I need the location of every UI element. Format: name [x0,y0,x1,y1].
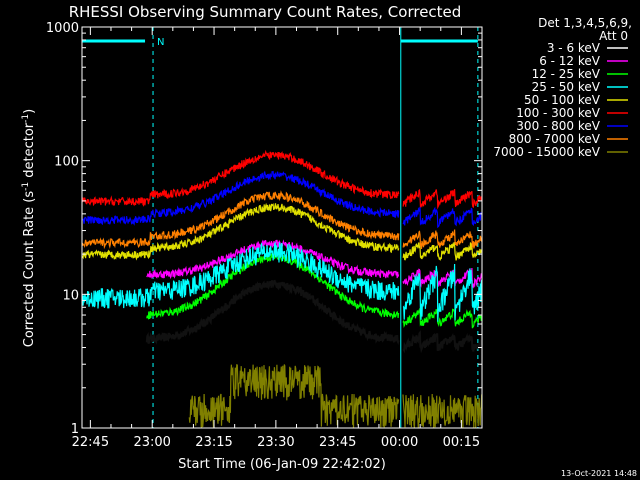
series-line-3 [81,241,483,322]
legend-label-3: 25 - 50 keV [532,80,601,94]
y-tick-label-3: 1000 [46,21,79,36]
axes: 1 10 100 1000 22:45 23:00 23:15 23:30 23:45 00:00… [46,21,483,450]
y-axis-label-end: ) [22,109,37,114]
y-tick-label-1: 10 [62,288,79,303]
y-tick-label-0: 1 [71,422,79,437]
x-tick-label-5: 00:00 [381,435,418,450]
legend-label-0: 3 - 6 keV [547,41,601,55]
series-line-0 [145,279,483,354]
x-tick-label-2: 23:15 [195,435,232,450]
legend-label-1: 6 - 12 keV [539,54,601,68]
legend-label-4: 50 - 100 keV [524,93,601,107]
series-line-7 [81,190,483,250]
series-line-5 [81,149,483,210]
plot-area: N [81,27,483,429]
legend-header-1: Det 1,3,4,5,6,9, [538,16,632,30]
legend-label-7: 800 - 7000 keV [509,132,601,146]
x-tick-label-0: 22:45 [72,435,109,450]
legend-label-2: 12 - 25 keV [532,67,601,81]
legend-label-8: 7000 - 15000 keV [493,145,600,159]
timestamp: 13-Oct-2021 14:48 [561,469,637,478]
y-axis-label-sup2: -1 [21,114,31,123]
y-axis-label: Corrected Count Rate (s-1 detector-1) [21,109,37,347]
night-flag-label: N [157,37,164,48]
series-line-4 [81,202,483,262]
y-tick-label-2: 100 [54,155,79,170]
legend-label-5: 100 - 300 keV [516,106,600,120]
chart-title: RHESSI Observing Summary Count Rates, Co… [69,3,462,21]
x-axis-label: Start Time (06-Jan-09 22:42:02) [178,457,386,472]
legend-header-2: Att 0 [599,29,628,43]
series-line-6 [81,170,483,229]
x-tick-label-1: 23:00 [133,435,170,450]
series-line-8 [188,363,483,429]
x-tick-label-3: 23:30 [257,435,294,450]
y-axis-label-main: Corrected Count Rate (s [22,191,37,348]
legend-label-6: 300 - 800 keV [516,119,600,133]
x-tick-label-6: 00:15 [443,435,480,450]
plot-frame [81,26,483,429]
y-axis-label-mid: detector [22,122,37,182]
x-tick-label-4: 23:45 [319,435,356,450]
y-axis-label-sup1: -1 [21,182,31,191]
